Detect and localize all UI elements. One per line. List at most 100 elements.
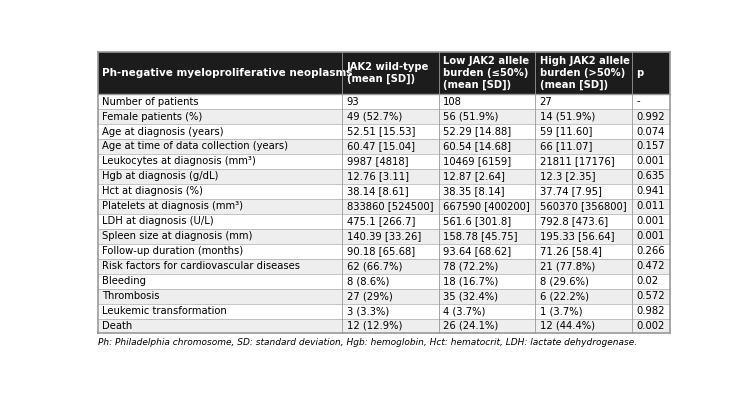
- Text: 38.14 [8.61]: 38.14 [8.61]: [346, 186, 408, 197]
- Bar: [98, 94, 670, 109]
- Text: 66 [11.07]: 66 [11.07]: [540, 141, 592, 152]
- Text: 0.011: 0.011: [636, 201, 664, 211]
- Text: 560370 [356800]: 560370 [356800]: [540, 201, 626, 211]
- Text: Hct at diagnosis (%): Hct at diagnosis (%): [102, 186, 202, 197]
- Text: 0.635: 0.635: [636, 172, 664, 181]
- Bar: [98, 52, 670, 94]
- Text: 833860 [524500]: 833860 [524500]: [346, 201, 433, 211]
- Text: 108: 108: [443, 96, 462, 106]
- Text: 561.6 [301.8]: 561.6 [301.8]: [443, 216, 512, 226]
- Text: Bleeding: Bleeding: [102, 276, 146, 286]
- Text: 35 (32.4%): 35 (32.4%): [443, 291, 498, 301]
- Text: 0.572: 0.572: [636, 291, 665, 301]
- Text: 52.29 [14.88]: 52.29 [14.88]: [443, 127, 512, 137]
- Text: 0.001: 0.001: [636, 156, 664, 166]
- Text: 27: 27: [540, 96, 553, 106]
- Text: 12 (44.4%): 12 (44.4%): [540, 321, 595, 331]
- Text: Platelets at diagnosis (mm³): Platelets at diagnosis (mm³): [102, 201, 243, 211]
- Text: High JAK2 allele
burden (>50%)
(mean [SD]): High JAK2 allele burden (>50%) (mean [SD…: [540, 56, 629, 90]
- Text: 140.39 [33.26]: 140.39 [33.26]: [346, 231, 421, 241]
- Text: 27 (29%): 27 (29%): [346, 291, 392, 301]
- Text: 60.47 [15.04]: 60.47 [15.04]: [346, 141, 415, 152]
- Bar: [98, 139, 670, 154]
- Bar: [98, 154, 670, 169]
- Text: 26 (24.1%): 26 (24.1%): [443, 321, 499, 331]
- Text: 49 (52.7%): 49 (52.7%): [346, 112, 402, 121]
- Text: 475.1 [266.7]: 475.1 [266.7]: [346, 216, 415, 226]
- Bar: [98, 274, 670, 289]
- Text: Ph: Philadelphia chromosome, SD: standard deviation, Hgb: hemoglobin, Hct: hemat: Ph: Philadelphia chromosome, SD: standar…: [98, 338, 638, 347]
- Text: Thrombosis: Thrombosis: [102, 291, 160, 301]
- Text: 0.002: 0.002: [636, 321, 664, 331]
- Text: 667590 [400200]: 667590 [400200]: [443, 201, 530, 211]
- Text: 3 (3.3%): 3 (3.3%): [346, 306, 388, 316]
- Bar: [98, 244, 670, 259]
- Text: Low JAK2 allele
burden (≤50%)
(mean [SD]): Low JAK2 allele burden (≤50%) (mean [SD]…: [443, 56, 530, 90]
- Text: Risk factors for cardiovascular diseases: Risk factors for cardiovascular diseases: [102, 261, 300, 271]
- Bar: [98, 109, 670, 124]
- Text: 12.87 [2.64]: 12.87 [2.64]: [443, 172, 505, 181]
- Text: Death: Death: [102, 321, 132, 331]
- Text: LDH at diagnosis (U/L): LDH at diagnosis (U/L): [102, 216, 214, 226]
- Text: 18 (16.7%): 18 (16.7%): [443, 276, 499, 286]
- Text: Leukocytes at diagnosis (mm³): Leukocytes at diagnosis (mm³): [102, 156, 256, 166]
- Text: 38.35 [8.14]: 38.35 [8.14]: [443, 186, 505, 197]
- Text: 0.001: 0.001: [636, 216, 664, 226]
- Text: 52.51 [15.53]: 52.51 [15.53]: [346, 127, 415, 137]
- Text: 0.472: 0.472: [636, 261, 664, 271]
- Text: -: -: [636, 96, 640, 106]
- Text: 90.18 [65.68]: 90.18 [65.68]: [346, 246, 415, 256]
- Text: 0.982: 0.982: [636, 306, 664, 316]
- Text: 60.54 [14.68]: 60.54 [14.68]: [443, 141, 512, 152]
- Text: Age at time of data collection (years): Age at time of data collection (years): [102, 141, 288, 152]
- Bar: [98, 304, 670, 318]
- Text: 21811 [17176]: 21811 [17176]: [540, 156, 614, 166]
- Text: Age at diagnosis (years): Age at diagnosis (years): [102, 127, 224, 137]
- Text: 0.001: 0.001: [636, 231, 664, 241]
- Text: Spleen size at diagnosis (mm): Spleen size at diagnosis (mm): [102, 231, 252, 241]
- Bar: [98, 184, 670, 199]
- Text: 14 (51.9%): 14 (51.9%): [540, 112, 595, 121]
- Bar: [98, 214, 670, 229]
- Bar: [98, 289, 670, 304]
- Text: JAK2 wild-type
(mean [SD]): JAK2 wild-type (mean [SD]): [346, 62, 429, 84]
- Text: Leukemic transformation: Leukemic transformation: [102, 306, 226, 316]
- Text: Number of patients: Number of patients: [102, 96, 199, 106]
- Text: 8 (8.6%): 8 (8.6%): [346, 276, 389, 286]
- Text: 4 (3.7%): 4 (3.7%): [443, 306, 485, 316]
- Text: 78 (72.2%): 78 (72.2%): [443, 261, 499, 271]
- Text: 195.33 [56.64]: 195.33 [56.64]: [540, 231, 614, 241]
- Text: 93: 93: [346, 96, 359, 106]
- Text: 10469 [6159]: 10469 [6159]: [443, 156, 512, 166]
- Bar: [98, 259, 670, 274]
- Text: 21 (77.8%): 21 (77.8%): [540, 261, 595, 271]
- Text: Female patients (%): Female patients (%): [102, 112, 202, 121]
- Bar: [98, 124, 670, 139]
- Bar: [98, 229, 670, 244]
- Text: 56 (51.9%): 56 (51.9%): [443, 112, 499, 121]
- Text: 6 (22.2%): 6 (22.2%): [540, 291, 589, 301]
- Text: 0.992: 0.992: [636, 112, 665, 121]
- Bar: [98, 318, 670, 333]
- Text: 0.266: 0.266: [636, 246, 665, 256]
- Text: 158.78 [45.75]: 158.78 [45.75]: [443, 231, 518, 241]
- Bar: [98, 199, 670, 214]
- Text: 12 (12.9%): 12 (12.9%): [346, 321, 402, 331]
- Text: Follow-up duration (months): Follow-up duration (months): [102, 246, 243, 256]
- Text: 792.8 [473.6]: 792.8 [473.6]: [540, 216, 608, 226]
- Text: 12.76 [3.11]: 12.76 [3.11]: [346, 172, 409, 181]
- Text: Hgb at diagnosis (g/dL): Hgb at diagnosis (g/dL): [102, 172, 218, 181]
- Text: Ph-negative myeloproliferative neoplasms: Ph-negative myeloproliferative neoplasms: [102, 68, 352, 78]
- Text: 0.157: 0.157: [636, 141, 665, 152]
- Text: 9987 [4818]: 9987 [4818]: [346, 156, 408, 166]
- Text: 1 (3.7%): 1 (3.7%): [540, 306, 582, 316]
- Bar: [98, 169, 670, 184]
- Text: 8 (29.6%): 8 (29.6%): [540, 276, 589, 286]
- Text: 71.26 [58.4]: 71.26 [58.4]: [540, 246, 602, 256]
- Text: 93.64 [68.62]: 93.64 [68.62]: [443, 246, 512, 256]
- Text: 59 [11.60]: 59 [11.60]: [540, 127, 592, 137]
- Text: 12.3 [2.35]: 12.3 [2.35]: [540, 172, 596, 181]
- Text: 62 (66.7%): 62 (66.7%): [346, 261, 402, 271]
- Text: 0.02: 0.02: [636, 276, 658, 286]
- Text: 0.074: 0.074: [636, 127, 664, 137]
